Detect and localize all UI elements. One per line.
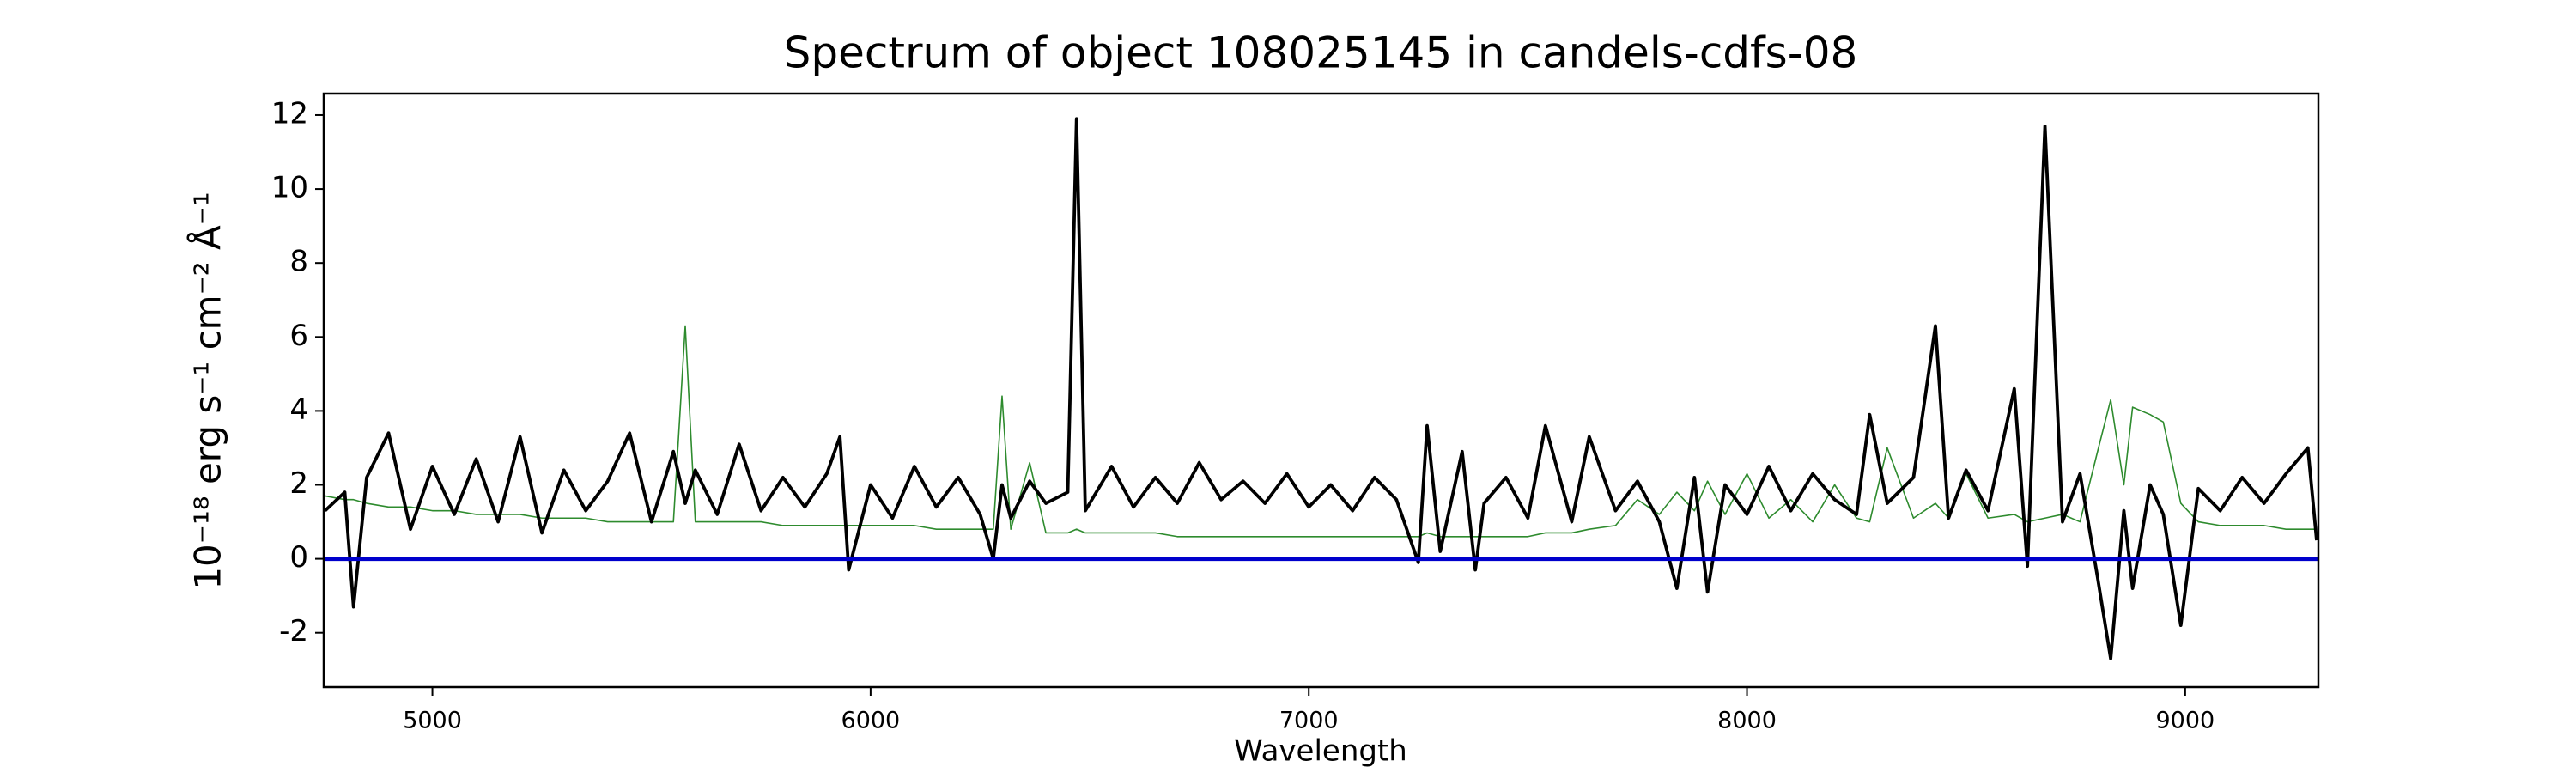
- x-tick-label: 7000: [1279, 708, 1339, 734]
- chart-title: Spectrum of object 108025145 in candels-…: [784, 28, 1858, 78]
- x-tick-label: 9000: [2156, 708, 2215, 734]
- y-axis-label: 10⁻¹⁸ erg s⁻¹ cm⁻² Å⁻¹: [186, 192, 229, 589]
- y-tick-label: -2: [279, 614, 308, 648]
- y-tick-label: 8: [289, 245, 308, 279]
- axes-frame: [322, 92, 2320, 689]
- x-tick-label: 8000: [1717, 708, 1777, 734]
- spectrum-line: [325, 325, 2317, 538]
- y-tick-label: 10: [271, 171, 308, 205]
- x-tick-label: 5000: [403, 708, 462, 734]
- spectrum-line: [324, 117, 2318, 660]
- y-tick-label: 4: [289, 393, 308, 427]
- y-tick-label: 0: [289, 540, 308, 575]
- plot-area: [324, 117, 2318, 660]
- y-tick-label: 2: [289, 466, 308, 501]
- x-tick-label: 6000: [841, 708, 901, 734]
- y-tick-label: 12: [271, 96, 308, 131]
- y-tick-label: 6: [289, 319, 308, 353]
- x-axis-label: Wavelength: [1234, 734, 1407, 769]
